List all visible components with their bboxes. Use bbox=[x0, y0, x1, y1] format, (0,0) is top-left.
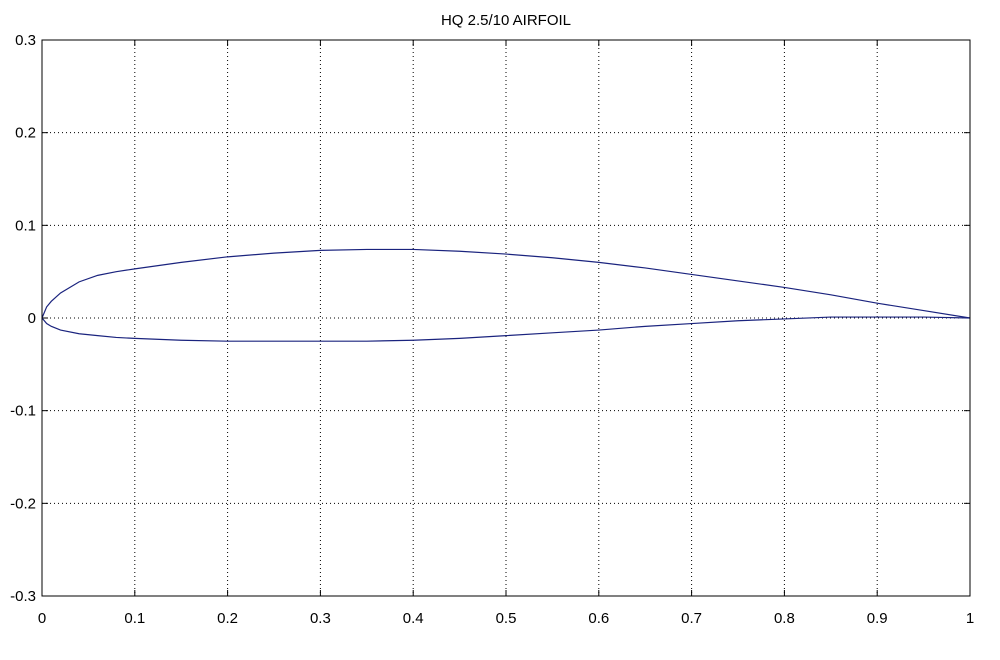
lower-surface-line bbox=[41, 316, 971, 342]
y-tick-label: -0.2 bbox=[10, 495, 36, 512]
y-tick-labels: -0.3 -0.2 -0.1 0 0.1 0.2 0.3 bbox=[10, 32, 36, 605]
x-tick-label: 0.7 bbox=[681, 610, 702, 627]
x-tick-label: 0.8 bbox=[774, 610, 795, 627]
y-tick-label: 0.3 bbox=[15, 32, 36, 49]
y-tick-label: 0 bbox=[28, 310, 36, 327]
x-tick-label: 0.6 bbox=[588, 610, 609, 627]
chart-title: HQ 2.5/10 AIRFOIL bbox=[441, 12, 571, 29]
airfoil-series bbox=[41, 248, 971, 342]
y-tick-label: -0.1 bbox=[10, 403, 36, 420]
grid-lines bbox=[42, 40, 970, 596]
x-tick-label: 0.9 bbox=[867, 610, 888, 627]
plot-frame bbox=[41, 39, 971, 597]
x-tick-labels: 0 0.1 0.2 0.3 0.4 0.5 0.6 0.7 0.8 0.9 1 bbox=[38, 610, 974, 627]
x-tick-label: 0.5 bbox=[496, 610, 517, 627]
x-tick-label: 1 bbox=[966, 610, 974, 627]
y-tick-label: 0.1 bbox=[15, 217, 36, 234]
x-tick-label: 0.4 bbox=[403, 610, 424, 627]
y-tick-label: 0.2 bbox=[15, 125, 36, 142]
upper-surface-line bbox=[41, 248, 971, 319]
y-tick-label: -0.3 bbox=[10, 588, 36, 605]
x-tick-label: 0.1 bbox=[124, 610, 145, 627]
x-tick-label: 0 bbox=[38, 610, 46, 627]
x-tick-label: 0.3 bbox=[310, 610, 331, 627]
x-tick-label: 0.2 bbox=[217, 610, 238, 627]
